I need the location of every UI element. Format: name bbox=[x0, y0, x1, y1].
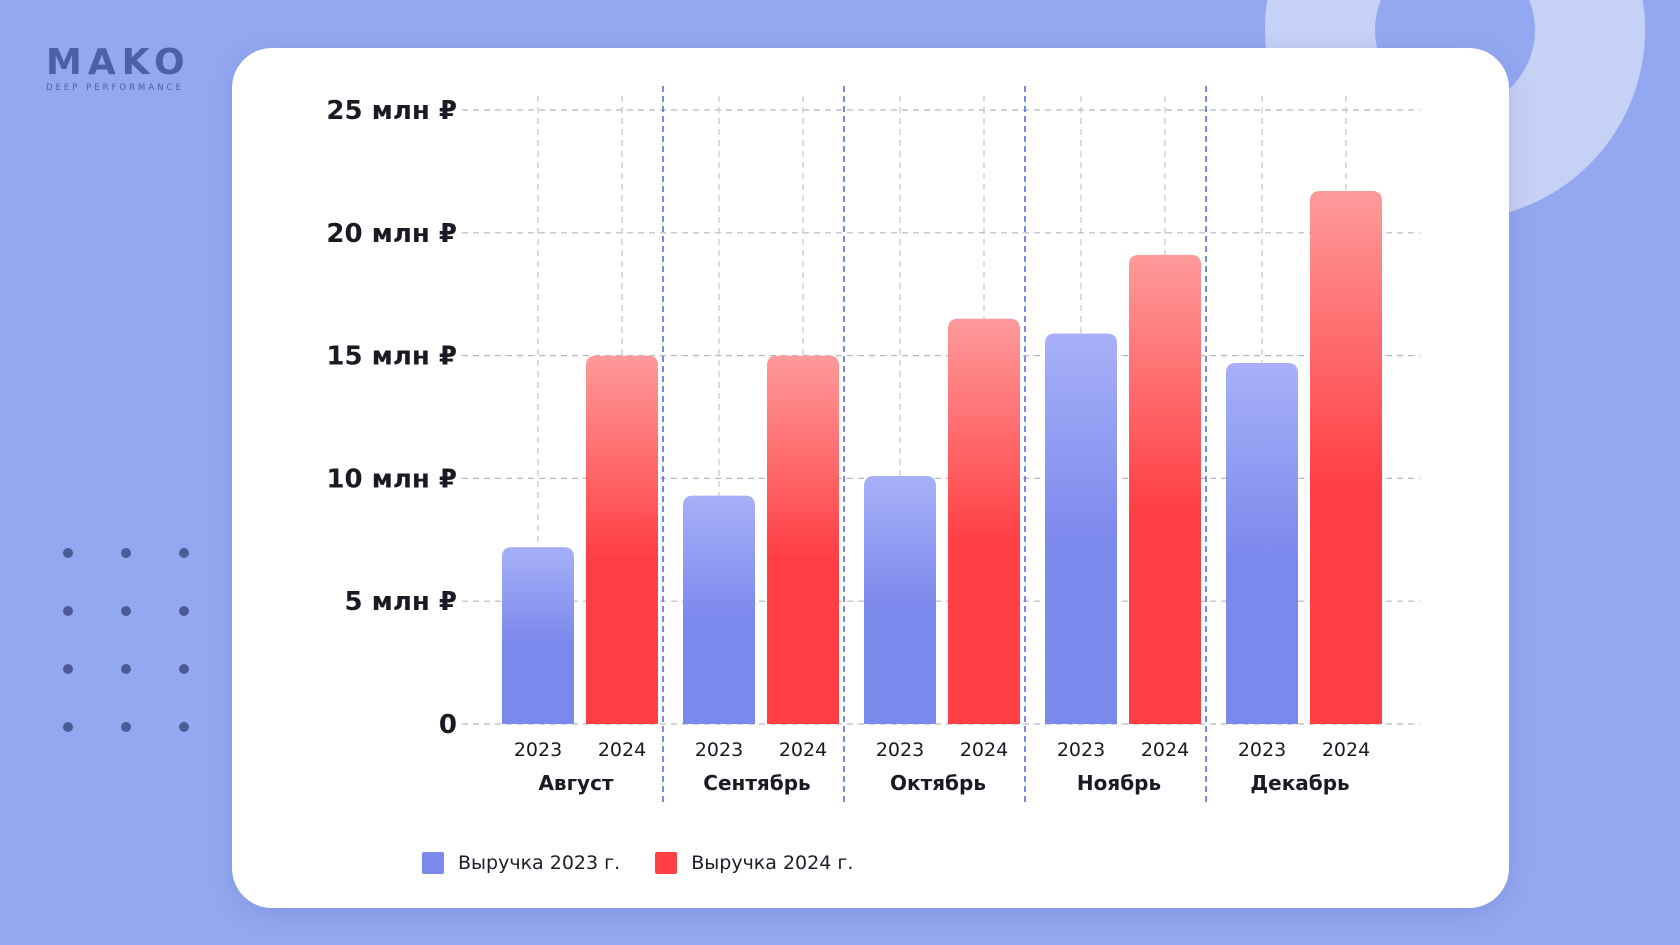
bar-2023 bbox=[683, 495, 755, 724]
x-year-label: 2024 bbox=[1141, 739, 1189, 761]
chart-card: 0 5 млн ₽ 10 млн ₽ 15 млн ₽ 20 млн ₽ 25 млн ₽… bbox=[232, 48, 1509, 908]
y-tick-label: 20 млн ₽ bbox=[326, 219, 457, 249]
legend-item-2024: Выручка 2024 г. bbox=[655, 852, 853, 874]
x-year-label: 2024 bbox=[960, 739, 1008, 761]
decorative-dot bbox=[63, 606, 73, 616]
bar-2024 bbox=[1129, 254, 1201, 725]
legend-swatch-2024 bbox=[655, 852, 678, 874]
bar-2024 bbox=[948, 318, 1020, 724]
x-month-label: Сентябрь bbox=[703, 771, 810, 795]
bar-2023 bbox=[502, 547, 574, 724]
bar-2024 bbox=[586, 355, 658, 724]
x-year-label: 2023 bbox=[514, 739, 562, 761]
x-year-label: 2024 bbox=[779, 739, 827, 761]
brand-logo: MAKO DEEP PERFORMANCE bbox=[46, 42, 191, 94]
y-tick-label: 0 bbox=[439, 710, 457, 740]
x-year-label: 2023 bbox=[695, 739, 743, 761]
y-tick-label: 15 млн ₽ bbox=[326, 342, 457, 372]
legend-swatch-2023 bbox=[422, 852, 444, 874]
decorative-dot bbox=[63, 548, 73, 558]
decorative-dot bbox=[179, 548, 189, 558]
legend-label-2024: Выручка 2024 г. bbox=[691, 852, 854, 874]
legend-label-2023: Выручка 2023 г. bbox=[458, 852, 621, 874]
bar-2023 bbox=[1045, 333, 1117, 724]
y-tick-label: 5 млн ₽ bbox=[344, 587, 457, 617]
bar-chart: 0 5 млн ₽ 10 млн ₽ 15 млн ₽ 20 млн ₽ 25 млн ₽… bbox=[326, 86, 1420, 803]
dot-grid-decoration bbox=[63, 548, 193, 738]
decorative-dot bbox=[121, 606, 131, 616]
y-tick-label: 10 млн ₽ bbox=[326, 464, 457, 494]
logo-wordmark: MAKO bbox=[46, 42, 191, 83]
x-month-label: Декабрь bbox=[1250, 771, 1349, 795]
decorative-dot bbox=[179, 722, 189, 732]
x-month-label: Август bbox=[538, 771, 613, 795]
decorative-dot bbox=[121, 664, 131, 674]
decorative-dot bbox=[121, 548, 131, 558]
x-year-label: 2023 bbox=[1057, 739, 1105, 761]
y-tick-label: 25 млн ₽ bbox=[326, 96, 457, 126]
chart-legend: Выручка 2023 г. Выручка 2024 г. bbox=[422, 852, 883, 878]
x-year-label: 2024 bbox=[598, 739, 646, 761]
decorative-dot bbox=[179, 664, 189, 674]
x-month-label: Ноябрь bbox=[1077, 771, 1161, 795]
bar-2024 bbox=[1310, 191, 1382, 725]
decorative-dot bbox=[63, 722, 73, 732]
bar-2023 bbox=[864, 475, 936, 724]
x-month-label: Октябрь bbox=[890, 771, 986, 795]
legend-item-2023: Выручка 2023 г. bbox=[422, 852, 620, 874]
decorative-dot bbox=[121, 722, 131, 732]
decorative-dot bbox=[63, 664, 73, 674]
decorative-dot bbox=[179, 606, 189, 616]
x-year-label: 2023 bbox=[1238, 739, 1286, 761]
bar-2024 bbox=[767, 355, 839, 724]
logo-tagline: DEEP PERFORMANCE bbox=[46, 83, 184, 93]
x-year-label: 2024 bbox=[1322, 739, 1370, 761]
x-year-label: 2023 bbox=[876, 739, 924, 761]
bar-2023 bbox=[1226, 362, 1298, 724]
